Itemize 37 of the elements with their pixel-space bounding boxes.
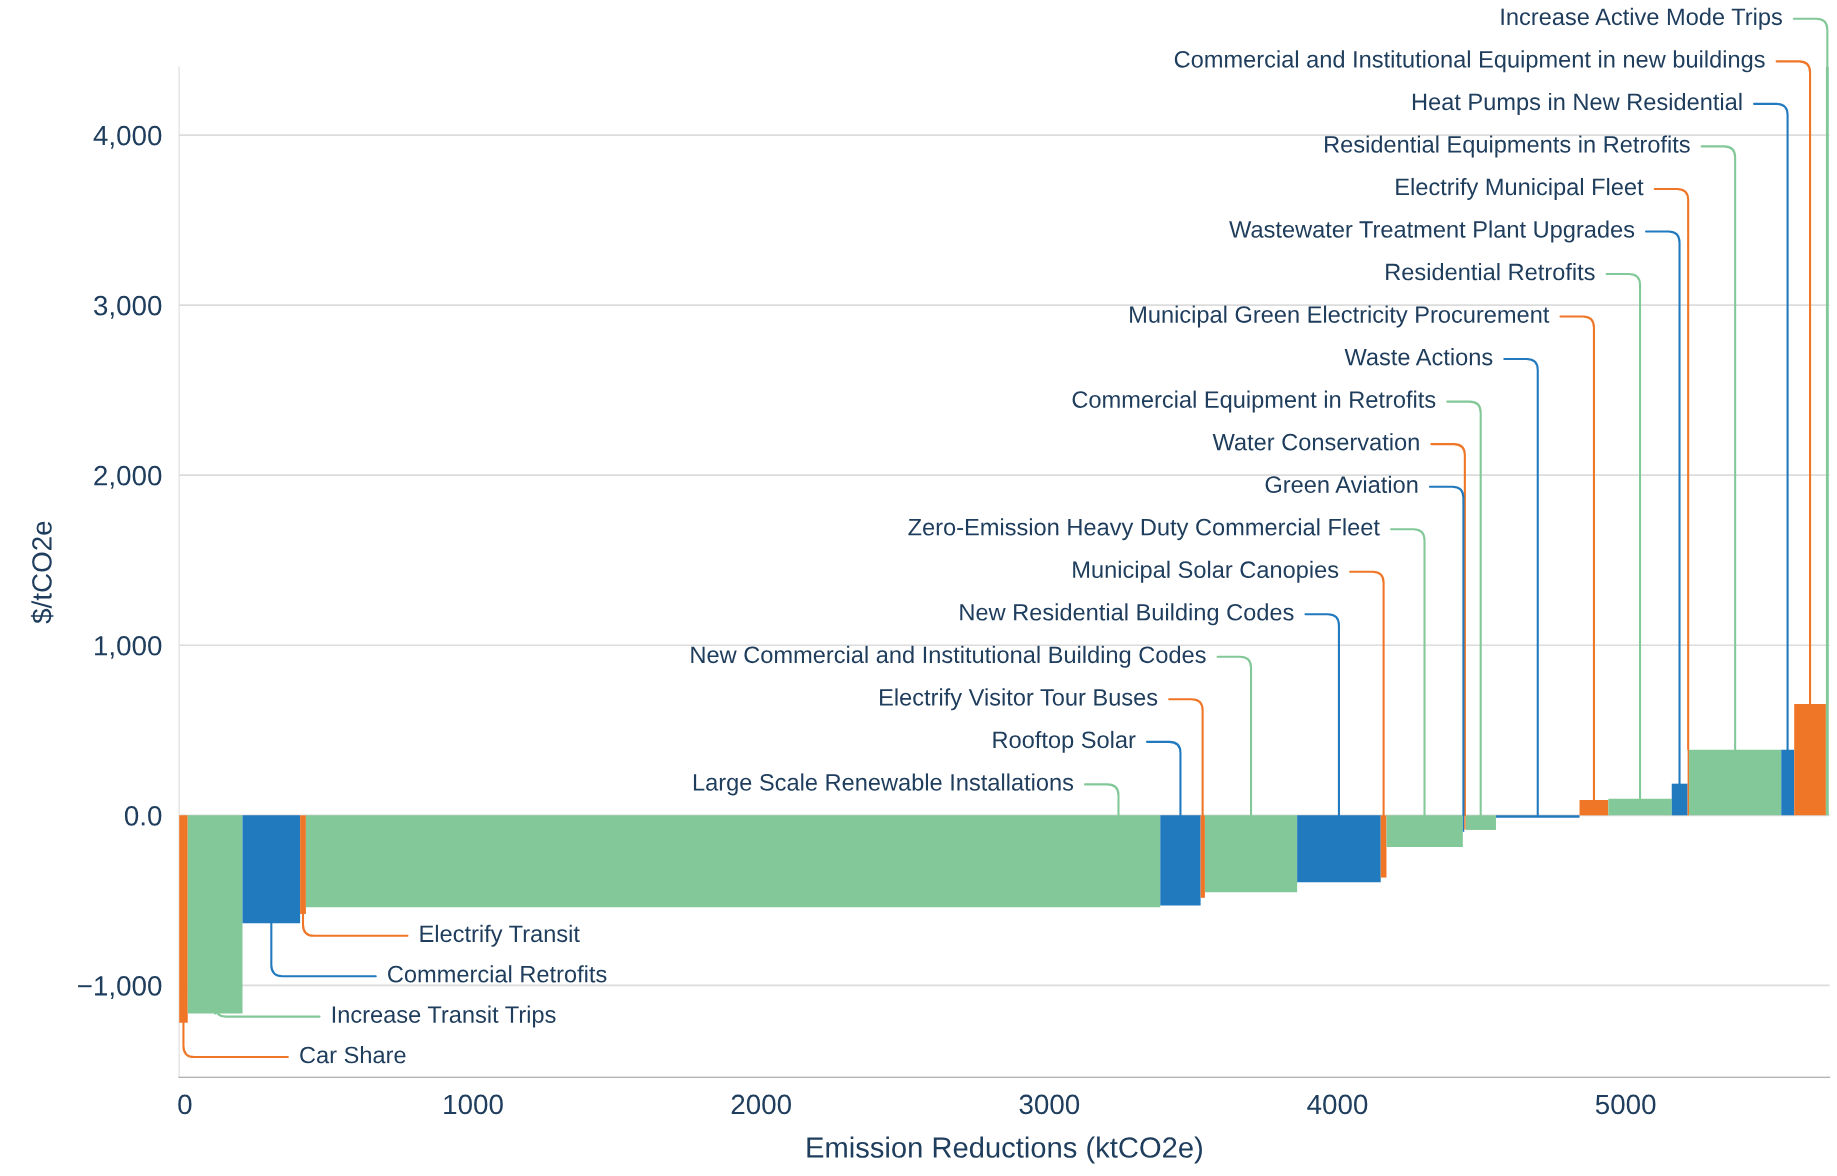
annotation: Increase Transit Trips xyxy=(332,1005,556,1028)
annotation: Commercial and Institutional Equipment in new buildings xyxy=(1174,50,1765,73)
annotation: Water Conservation xyxy=(1212,433,1419,451)
annotation: Electrify Municipal Fleet xyxy=(1396,177,1644,200)
y-tick-label: 4,000 xyxy=(93,125,162,149)
annotation: Residential Retrofits xyxy=(1386,263,1595,281)
x-tick-label: 1000 xyxy=(444,1094,503,1115)
annotation: Municipal Green Electricity Procurement xyxy=(1130,305,1550,328)
annotation: Electrify Transit xyxy=(420,924,580,947)
x-tick-label: 0 xyxy=(178,1094,192,1115)
annotation: Residential Equipments in Retrofits xyxy=(1325,135,1690,158)
annotation: Car Share xyxy=(300,1046,406,1064)
annotation: Zero-Emission Heavy Duty Commercial Fleet xyxy=(908,518,1380,541)
annotation: New Commercial and Institutional Building Codes xyxy=(691,645,1206,668)
annotation: Heat Pumps in New Residential xyxy=(1412,92,1742,115)
x-axis-title: Emission Reductions (ktCO2e) xyxy=(807,1136,1202,1164)
x-tick-label: 5000 xyxy=(1595,1094,1656,1115)
x-tick-label: 3000 xyxy=(1019,1094,1080,1115)
annotation: Waste Actions xyxy=(1344,348,1493,366)
annotation: Municipal Solar Canopies xyxy=(1073,560,1339,583)
y-tick-label: 2,000 xyxy=(94,465,162,489)
annotation: Electrify Visitor Tour Buses xyxy=(880,688,1158,711)
annotation: Rooftop Solar xyxy=(993,730,1136,753)
y-tick-label: −1,000 xyxy=(78,976,162,999)
annotation: Increase Active Mode Trips xyxy=(1501,7,1782,30)
x-tick-label: 4000 xyxy=(1307,1094,1368,1115)
annotation: Large Scale Renewable Installations xyxy=(693,773,1074,796)
annotation: Commercial Equipment in Retrofits xyxy=(1072,390,1436,413)
annotation: New Residential Building Codes xyxy=(960,603,1294,626)
y-tick-label: 1,000 xyxy=(95,635,162,659)
y-tick-label: 0.0 xyxy=(124,805,162,826)
annotation: Commercial Retrofits xyxy=(388,965,607,983)
annotation: Green Aviation xyxy=(1265,475,1418,494)
y-axis-title: $/tCO2e xyxy=(30,521,54,624)
y-tick-label: 3,000 xyxy=(93,295,162,319)
annotation: Wastewater Treatment Plant Upgrades xyxy=(1229,220,1635,243)
x-tick-label: 2000 xyxy=(731,1094,791,1115)
